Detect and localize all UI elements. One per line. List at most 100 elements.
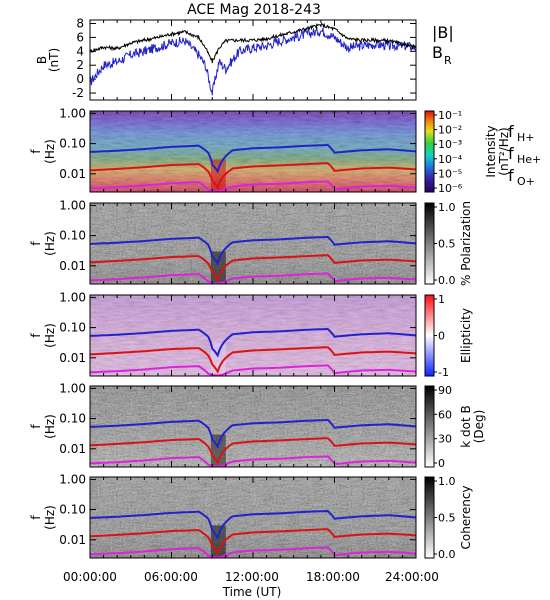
y-axis-unit: (Hz) xyxy=(43,139,57,164)
y-axis-label: f xyxy=(29,241,43,246)
y-tick-label: 0.01 xyxy=(59,533,86,547)
y-tick-label: 0 xyxy=(76,72,84,86)
y-tick-label: 1.00 xyxy=(59,106,86,120)
colorbar xyxy=(424,476,435,559)
colorbar-tick-label: 90 xyxy=(438,384,452,397)
spectrogram-texture xyxy=(90,386,416,467)
colorbar-label: Intensity xyxy=(484,125,498,177)
y-tick-label: -2 xyxy=(72,86,84,100)
colorbar-tick-label: 10⁻⁴ xyxy=(438,153,463,166)
colorbar xyxy=(424,385,435,468)
series-line xyxy=(89,346,416,374)
colorbar-tick-label: 10⁻¹ xyxy=(438,109,462,122)
spectrogram-texture xyxy=(90,111,416,192)
spectrogram-texture xyxy=(90,295,416,376)
time-axis-label: Time (UT) xyxy=(222,585,282,599)
colorbar-tick-label: 10⁻² xyxy=(438,124,462,137)
series-line xyxy=(89,546,417,559)
colorbar-label: % Polarization xyxy=(459,201,473,286)
y-tick-label: 0.01 xyxy=(59,259,86,273)
series-line xyxy=(89,437,416,465)
legend-O-sub: O+ xyxy=(517,175,535,188)
legend-He-sub: He+ xyxy=(517,153,541,166)
y-tick-label: 0.10 xyxy=(59,503,86,517)
colorbar xyxy=(424,110,435,193)
colorbar-unit: (nT²/Hz) xyxy=(497,127,511,175)
colorbar-tick-label: 10⁻⁵ xyxy=(438,167,462,180)
time-axis: 00:00:00 06:00:00 12:00:00 18:00:00 24:0… xyxy=(63,570,439,599)
series-line xyxy=(90,510,416,540)
legend-O-f: f xyxy=(508,166,514,185)
y-axis-unit: (Hz) xyxy=(43,323,57,348)
y-axis-unit: (nT) xyxy=(47,48,61,72)
time-tick-label: 12:00:00 xyxy=(225,570,279,584)
legend-bmag: |B| xyxy=(432,23,454,42)
legend-br: B xyxy=(432,43,443,62)
y-axis-label: f xyxy=(29,424,43,429)
y-tick-label: 1.00 xyxy=(59,381,86,395)
series-line xyxy=(89,364,417,377)
y-axis-unit: (Hz) xyxy=(43,414,57,439)
y-tick-label: 8 xyxy=(76,16,84,30)
colorbar xyxy=(424,294,435,377)
legend-H-f: f xyxy=(508,122,514,141)
series-line xyxy=(89,180,417,193)
panel-intensity: 1.000.100.01f (Hz)10⁻¹10⁻²10⁻³10⁻⁴10⁻⁵10⁻… xyxy=(29,106,541,195)
y-tick-label: 1.00 xyxy=(59,290,86,304)
colorbar-label: k dot B xyxy=(459,405,473,447)
colorbar-tick-label: 0 xyxy=(438,457,445,470)
y-axis-label: f xyxy=(29,333,43,338)
y-tick-label: 2 xyxy=(76,58,84,72)
series-line xyxy=(89,528,416,556)
colorbar-tick-label: 10⁻⁶ xyxy=(438,182,463,195)
colorbar-tick-label: 0.0 xyxy=(438,548,456,561)
time-tick-label: 00:00:00 xyxy=(63,570,117,584)
series-line xyxy=(89,26,417,96)
series-line xyxy=(89,22,417,64)
colorbar-tick-label: 30 xyxy=(438,433,452,446)
legend-H-sub: H+ xyxy=(517,131,535,144)
colorbar-tick-label: 1.0 xyxy=(438,475,456,488)
y-tick-label: 4 xyxy=(76,44,84,58)
series-line xyxy=(90,328,416,358)
colorbar-tick-label: 0.5 xyxy=(438,238,456,251)
series-line xyxy=(89,162,416,190)
colorbar-label: Ellipticity xyxy=(459,308,473,363)
series-line xyxy=(90,419,416,449)
legend-br-sub: R xyxy=(444,54,452,67)
colorbar-tick-label: 0.5 xyxy=(438,512,456,525)
y-axis-unit: (Hz) xyxy=(43,505,57,530)
colorbar-tick-label: 10⁻³ xyxy=(438,138,462,151)
colorbar-tick-label: -1 xyxy=(438,366,449,379)
series-line xyxy=(90,144,416,174)
colorbar-tick-label: 1.0 xyxy=(438,201,456,214)
spectrogram-panels: 1.000.100.01f (Hz)10⁻¹10⁻²10⁻³10⁻⁴10⁻⁵10⁻… xyxy=(29,106,541,561)
y-tick-label: 6 xyxy=(76,30,84,44)
colorbar-tick-label: 0.0 xyxy=(438,274,456,287)
y-tick-label: 0.10 xyxy=(59,321,86,335)
panel-kdotb: 1.00 0.10 0.01 f (Hz) 90 60 30 0 k dot B (Deg) xyxy=(29,381,486,470)
y-tick-label: 0.01 xyxy=(59,167,86,181)
y-tick-label: 0.10 xyxy=(59,137,86,151)
colorbar-tick-label: 1 xyxy=(438,293,445,306)
y-tick-label: 0.01 xyxy=(59,351,86,365)
colorbar xyxy=(424,202,435,285)
y-tick-label: 0.10 xyxy=(59,412,86,426)
y-axis-label: f xyxy=(29,149,43,154)
y-axis-label: f xyxy=(29,515,43,520)
spectrogram-texture xyxy=(90,203,416,284)
time-tick-label: 06:00:00 xyxy=(144,570,198,584)
series-line xyxy=(89,455,417,468)
y-tick-label: 1.00 xyxy=(59,198,86,212)
colorbar-label: Coherency xyxy=(459,485,473,549)
series-line xyxy=(89,272,417,285)
colorbar-unit: (Deg) xyxy=(472,410,486,444)
series-line xyxy=(90,236,416,266)
y-axis-label: B xyxy=(35,56,49,64)
spectrogram-texture xyxy=(90,477,416,558)
colorbar-tick-label: 60 xyxy=(438,408,452,421)
legend-He-f: f xyxy=(508,144,514,163)
y-axis-unit: (Hz) xyxy=(43,231,57,256)
